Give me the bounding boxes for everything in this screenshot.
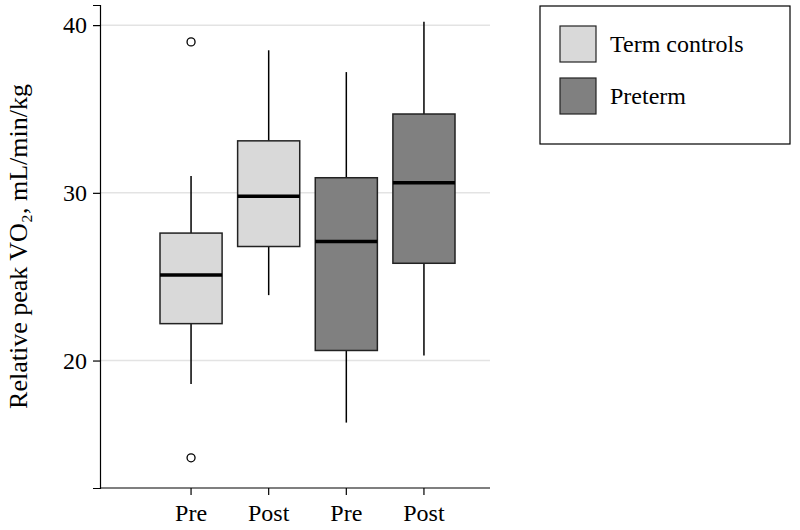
y-tick-label: 40 (63, 12, 87, 38)
x-tick: Post (248, 488, 290, 526)
upper-whisker (423, 22, 425, 114)
chart: 20 30 40 Pre Post Pre Post Relative peak VO₂, m… (0, 0, 800, 530)
median (315, 240, 377, 244)
lower-whisker (190, 324, 192, 384)
legend-label: Term controls (610, 31, 744, 57)
x-tick: Post (403, 488, 445, 526)
y-tick: 30 (63, 180, 100, 206)
grid-line (100, 24, 490, 26)
y-tick-mark (93, 25, 100, 26)
median (393, 181, 455, 185)
x-tick-mark (346, 488, 347, 495)
x-tick-mark (190, 488, 191, 495)
x-tick: Pre (330, 488, 362, 526)
legend-label: Preterm (610, 83, 686, 109)
box (393, 114, 455, 263)
box-plot (238, 50, 300, 295)
lower-whisker (423, 263, 425, 355)
x-tick: Pre (175, 488, 207, 526)
outlier (187, 38, 195, 46)
box (315, 178, 377, 351)
box (238, 141, 300, 247)
y-tick: 40 (63, 12, 100, 38)
x-tick-label: Post (248, 500, 290, 526)
y-axis-line (93, 6, 101, 489)
upper-whisker (346, 72, 348, 178)
y-tick-mark (93, 193, 100, 194)
x-tick-label: Post (403, 500, 445, 526)
box-plot (160, 38, 222, 462)
grid-line (100, 360, 490, 362)
y-tick: 20 (63, 348, 100, 374)
grid (100, 25, 490, 360)
x-tick-label: Pre (330, 500, 362, 526)
boxes (160, 22, 455, 462)
box (160, 233, 222, 324)
legend: Term controls Preterm (540, 6, 790, 144)
upper-whisker (268, 50, 270, 141)
legend-swatch (560, 26, 596, 62)
legend-frame (540, 6, 790, 144)
box-plot (393, 22, 455, 356)
lower-whisker (346, 350, 348, 422)
x-axis: Pre Post Pre Post (100, 488, 490, 526)
x-tick-mark (268, 488, 269, 495)
median (238, 194, 300, 198)
upper-whisker (190, 176, 192, 233)
y-tick-label: 30 (63, 180, 87, 206)
x-axis-line (100, 487, 490, 488)
median (160, 273, 222, 277)
y-tick-mark (93, 360, 100, 361)
x-tick-label: Pre (175, 500, 207, 526)
outlier (187, 454, 195, 462)
y-axis: 20 30 40 (63, 6, 101, 489)
lower-whisker (268, 247, 270, 296)
y-axis-title: Relative peak VO₂, mL/min/kg (4, 84, 33, 409)
box-plot (315, 72, 377, 423)
x-tick-mark (423, 488, 424, 495)
y-tick-label: 20 (63, 348, 87, 374)
legend-swatch (560, 78, 596, 114)
